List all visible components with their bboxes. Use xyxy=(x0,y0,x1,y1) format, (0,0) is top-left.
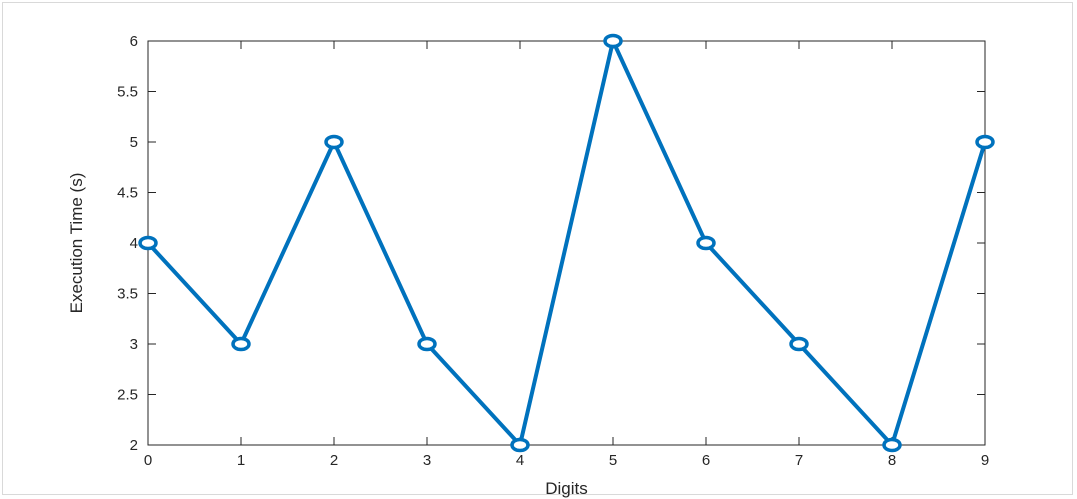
x-tick-label: 3 xyxy=(423,452,431,469)
data-point xyxy=(975,134,995,150)
y-tick-label: 2 xyxy=(130,437,138,454)
x-axis-label: Digits xyxy=(545,479,588,498)
data-point xyxy=(882,437,902,453)
data-point xyxy=(324,134,344,150)
x-tick-label: 0 xyxy=(144,452,152,469)
data-point xyxy=(231,336,251,352)
data-point xyxy=(696,235,716,251)
y-tick-label: 3.5 xyxy=(117,286,138,303)
x-axis: 0 1 2 3 4 5 6 7 8 9 xyxy=(144,41,989,469)
x-tick-label: 1 xyxy=(237,452,245,469)
y-tick-label: 4 xyxy=(130,235,138,252)
y-axis: 2 2.5 3 3.5 4 4.5 5 5.5 6 xyxy=(117,33,985,454)
y-tick-label: 2.5 xyxy=(117,387,138,404)
x-tick-label: 8 xyxy=(888,452,896,469)
y-axis-label: Execution Time (s) xyxy=(67,173,86,314)
x-tick-label: 5 xyxy=(609,452,617,469)
y-tick-label: 3 xyxy=(130,336,138,353)
data-point xyxy=(138,235,158,251)
series-line xyxy=(146,39,987,447)
y-tick-label: 5.5 xyxy=(117,84,138,101)
data-point xyxy=(789,336,809,352)
x-tick-label: 4 xyxy=(516,452,524,469)
data-point xyxy=(510,437,530,453)
x-tick-label: 7 xyxy=(795,452,803,469)
x-tick-label: 6 xyxy=(702,452,710,469)
series-group xyxy=(138,33,995,453)
y-tick-label: 5 xyxy=(130,134,138,151)
x-tick-label: 9 xyxy=(981,452,989,469)
data-point xyxy=(603,33,623,49)
y-tick-label: 6 xyxy=(130,33,138,50)
x-tick-label: 2 xyxy=(330,452,338,469)
y-tick-label: 4.5 xyxy=(117,185,138,202)
data-point xyxy=(417,336,437,352)
